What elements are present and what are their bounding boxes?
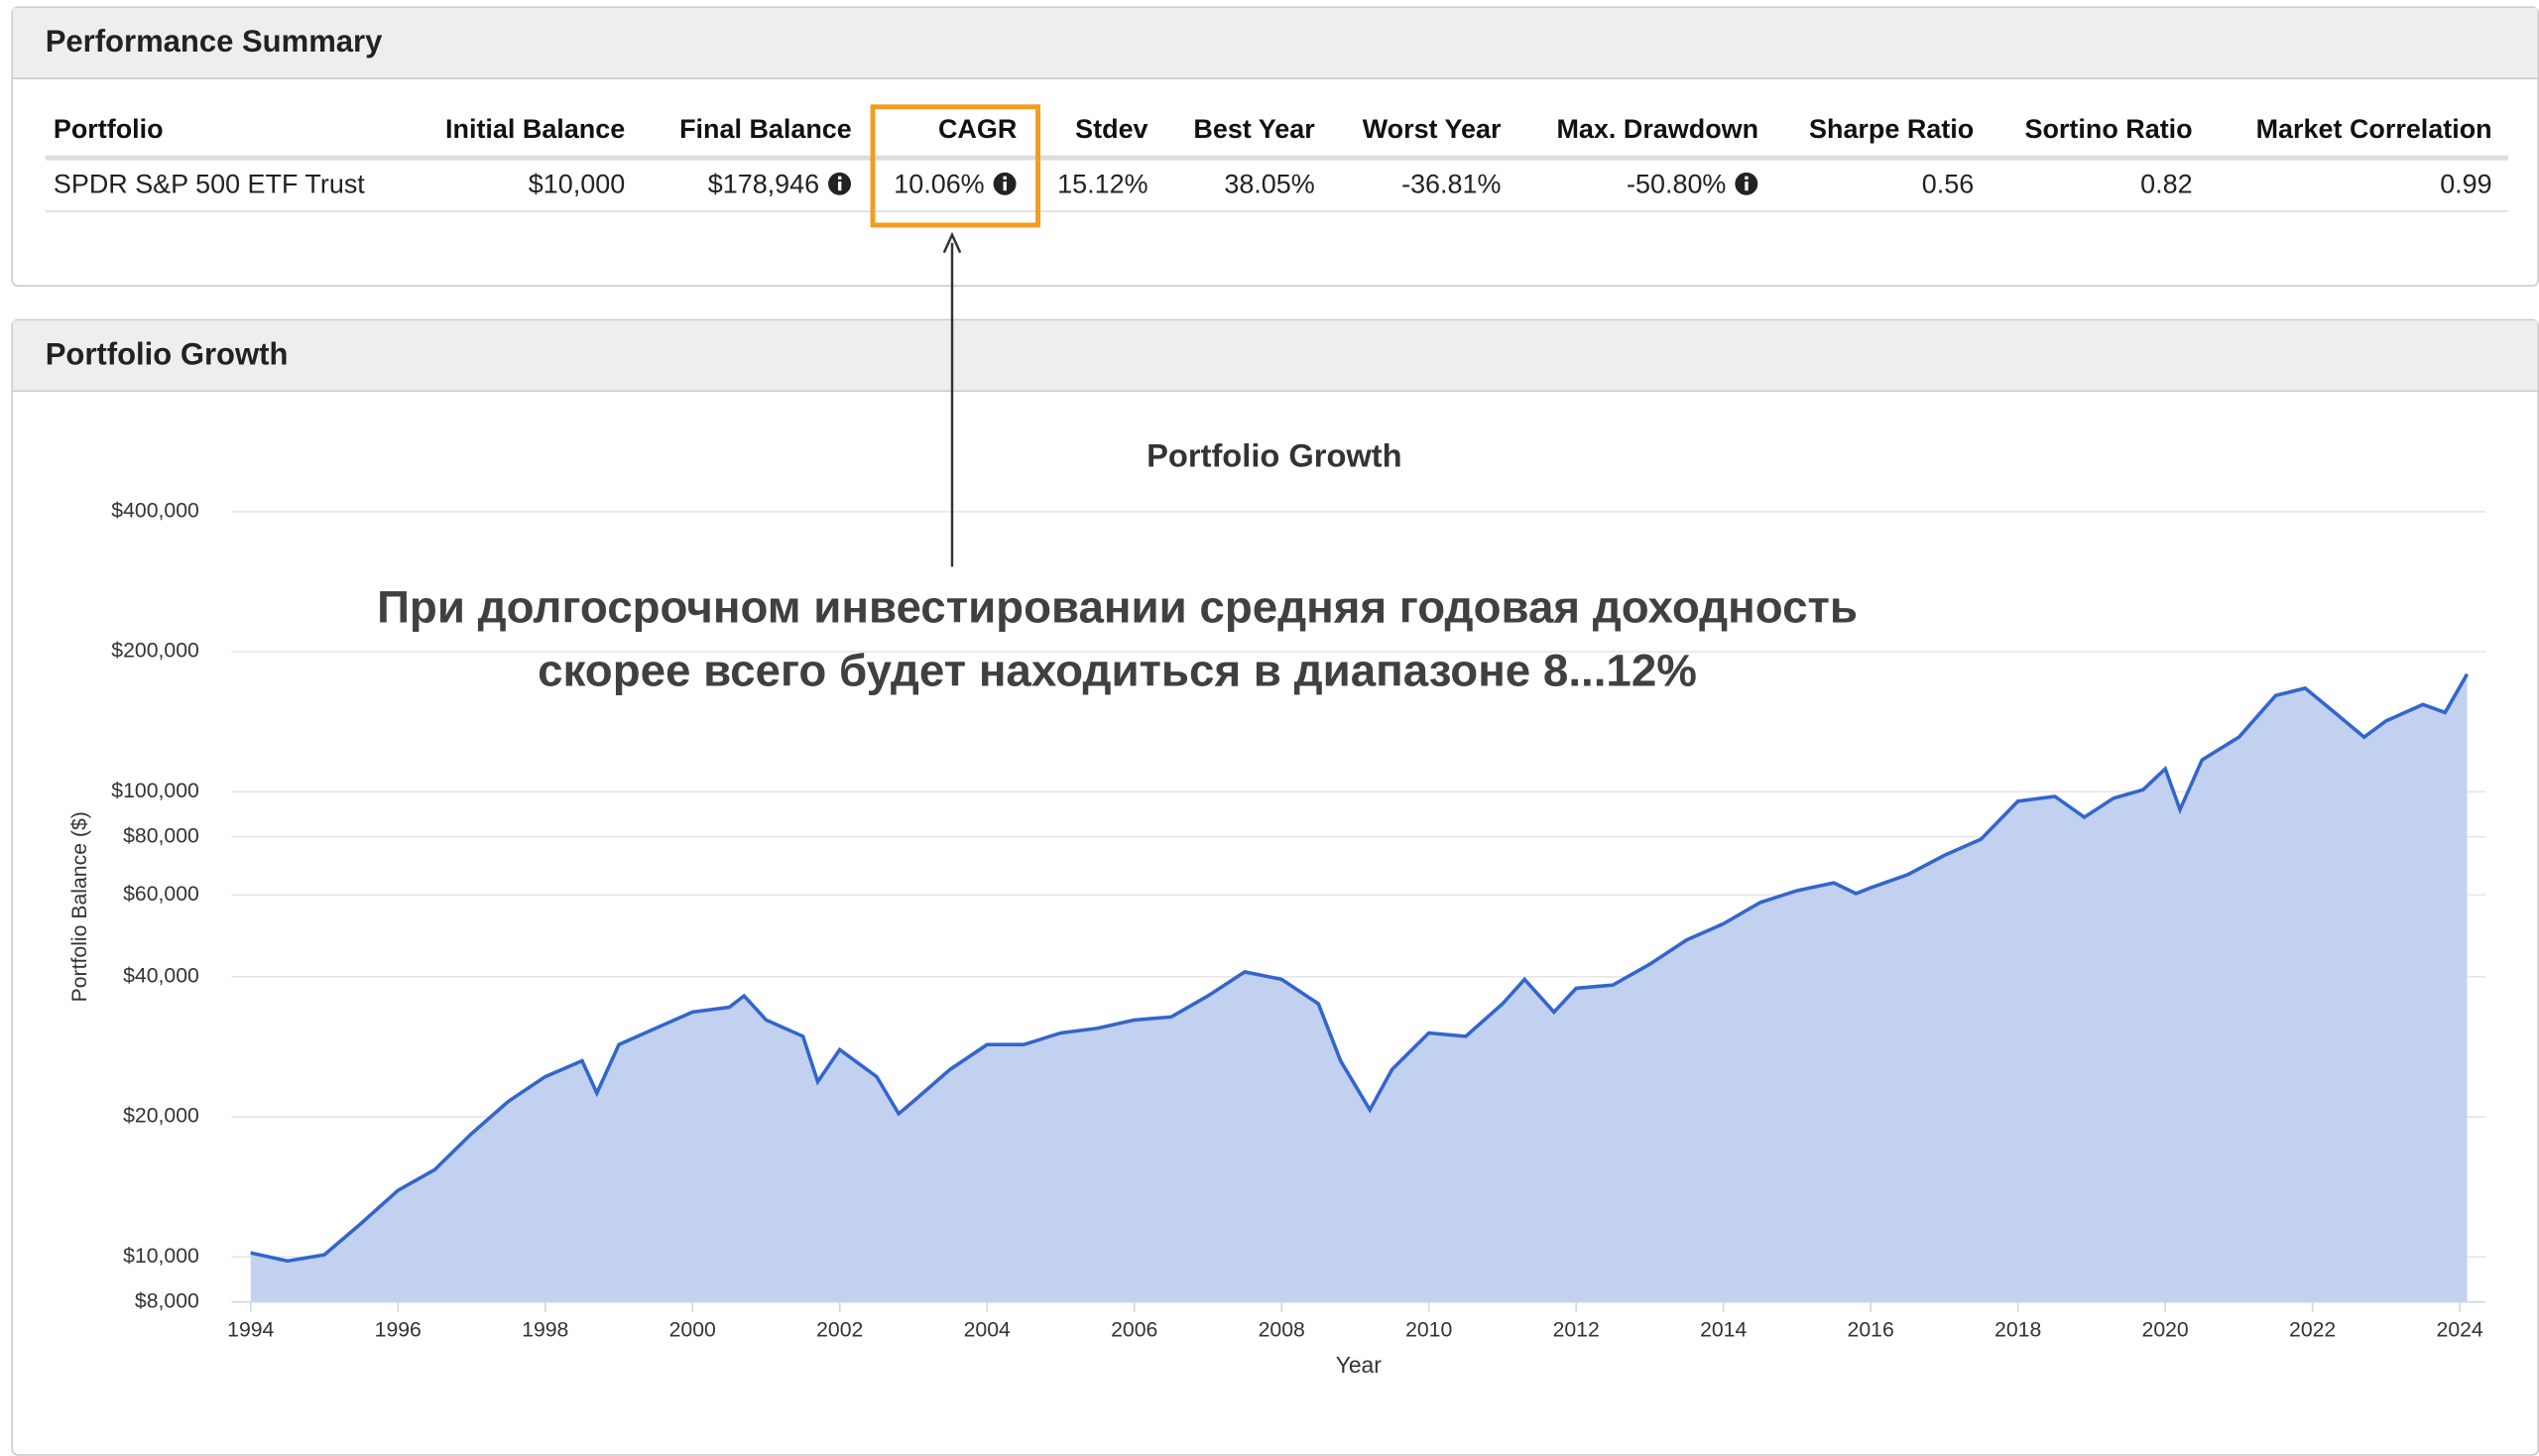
table-cell: $178,946 bbox=[641, 158, 869, 212]
panel-title: Portfolio Growth bbox=[13, 320, 2538, 393]
y-tick-label: $400,000 bbox=[111, 500, 199, 523]
column-header: Max. Drawdown bbox=[1516, 108, 1775, 161]
column-header: Portfolio bbox=[45, 108, 399, 161]
x-tick-label: 1996 bbox=[375, 1319, 422, 1342]
x-tick-label: 2016 bbox=[1848, 1319, 1894, 1342]
table-cell: 10.06% bbox=[868, 158, 1033, 212]
x-tick-label: 2008 bbox=[1259, 1319, 1305, 1342]
cell-text: 15.12% bbox=[1057, 170, 1149, 199]
cell-text: $10,000 bbox=[528, 170, 626, 199]
column-header: Worst Year bbox=[1331, 108, 1517, 161]
icon-bar bbox=[1003, 182, 1007, 191]
x-tick-label: 2012 bbox=[1553, 1319, 1600, 1342]
x-tick-label: 1998 bbox=[522, 1319, 568, 1342]
table-cell: 38.05% bbox=[1163, 158, 1332, 212]
y-tick-label: $200,000 bbox=[111, 640, 199, 663]
page: Performance Summary Portfolio Initial Bal… bbox=[11, 6, 2539, 1456]
cell-text: 38.05% bbox=[1224, 170, 1315, 199]
y-tick-label: $40,000 bbox=[123, 964, 199, 987]
table-row: SPDR S&P 500 ETF Trust $10,000 $178,946 10.… bbox=[45, 158, 2508, 212]
info-icon bbox=[828, 172, 852, 195]
table-body: SPDR S&P 500 ETF Trust $10,000 $178,946 10.… bbox=[45, 158, 2508, 212]
table-cell: 15.12% bbox=[1032, 158, 1164, 212]
table-cell: $10,000 bbox=[398, 158, 642, 212]
table-cell: -50.80% bbox=[1516, 158, 1775, 212]
chart: Portfolio Growth Year Portfolio Balance … bbox=[68, 104, 2486, 1378]
info-icon bbox=[993, 172, 1017, 195]
column-header: Stdev bbox=[1032, 108, 1164, 161]
summary-panel: Performance Summary Portfolio Initial Bal… bbox=[11, 6, 2539, 287]
cell-text: 0.82 bbox=[2140, 170, 2193, 199]
table-cell: 0.99 bbox=[2208, 158, 2508, 212]
x-tick-label: 2014 bbox=[1700, 1319, 1747, 1342]
icon-dot bbox=[1003, 176, 1007, 181]
x-tick-label: 2002 bbox=[816, 1319, 863, 1342]
icon-dot bbox=[1745, 176, 1749, 181]
column-header: CAGR bbox=[868, 108, 1033, 161]
x-axis-label: Year bbox=[1336, 1352, 1383, 1378]
highlight-box bbox=[870, 104, 1040, 228]
cell-text: 10.06% bbox=[894, 170, 985, 199]
column-header: Sortino Ratio bbox=[1990, 108, 2209, 161]
y-tick-label: $100,000 bbox=[111, 780, 199, 802]
x-tick-label: 2024 bbox=[2437, 1319, 2483, 1342]
annotation: скорее всего будет находиться в диапазон… bbox=[538, 645, 1697, 695]
column-header: Initial Balance bbox=[398, 108, 642, 161]
info-icon bbox=[1735, 172, 1758, 195]
y-tick-label: $60,000 bbox=[123, 883, 199, 906]
cell-text: -50.80% bbox=[1627, 170, 1727, 199]
cell-text: -36.81% bbox=[1401, 170, 1502, 199]
x-tick-label: 2020 bbox=[2142, 1319, 2189, 1342]
x-tick-label: 2018 bbox=[1995, 1319, 2041, 1342]
cell-text: 0.56 bbox=[1921, 170, 1975, 199]
x-tick-label: 2006 bbox=[1111, 1319, 1157, 1342]
y-axis-label: Portfolio Balance ($) bbox=[68, 811, 91, 1002]
column-header: Sharpe Ratio bbox=[1774, 108, 1991, 161]
column-header: Final Balance bbox=[641, 108, 869, 161]
line bbox=[250, 672, 2470, 1264]
icon-bar bbox=[837, 182, 842, 191]
table-cell: SPDR S&P 500 ETF Trust bbox=[45, 158, 399, 212]
header-row: Portfolio Initial Balance Final Balance CAG… bbox=[45, 108, 2508, 161]
x-tick-label: 2004 bbox=[964, 1319, 1011, 1342]
x-tick-label: 2000 bbox=[669, 1319, 716, 1342]
icon-bar bbox=[1745, 182, 1749, 191]
y-tick-label: $8,000 bbox=[135, 1289, 199, 1312]
table-cell: 0.56 bbox=[1774, 158, 1991, 212]
y-tick-label: $80,000 bbox=[123, 824, 199, 847]
panel-title: Performance Summary bbox=[13, 8, 2538, 79]
y-tick-label: $10,000 bbox=[123, 1245, 199, 1268]
icon-dot bbox=[837, 176, 842, 181]
x-tick-label: 2022 bbox=[2289, 1319, 2336, 1342]
chart-title: Portfolio Growth bbox=[1147, 437, 1401, 474]
x-tick-label: 1994 bbox=[227, 1319, 274, 1342]
column-header: Market Correlation bbox=[2208, 108, 2508, 161]
root: Performance Summary Portfolio Initial Bal… bbox=[11, 6, 2539, 1456]
area bbox=[250, 673, 2468, 1302]
plot: $8,000 $10,000 $20,000 $40,000 $60,000 $80,00… bbox=[111, 500, 2486, 1342]
y-tick-label: $20,000 bbox=[123, 1105, 199, 1128]
column-header: Best Year bbox=[1163, 108, 1332, 161]
arrow-head bbox=[942, 231, 962, 254]
x-tick-label: 2010 bbox=[1405, 1319, 1452, 1342]
table-cell: 0.82 bbox=[1990, 158, 2209, 212]
summary-table: Portfolio Initial Balance Final Balance CAG… bbox=[45, 108, 2508, 212]
cell-text: 0.99 bbox=[2440, 170, 2492, 199]
cell-text: $178,946 bbox=[707, 170, 820, 199]
annotation: При долгосрочном инвестировании средняя … bbox=[377, 582, 1858, 633]
table-cell: -36.81% bbox=[1331, 158, 1517, 212]
cell-text: SPDR S&P 500 ETF Trust bbox=[53, 170, 365, 199]
